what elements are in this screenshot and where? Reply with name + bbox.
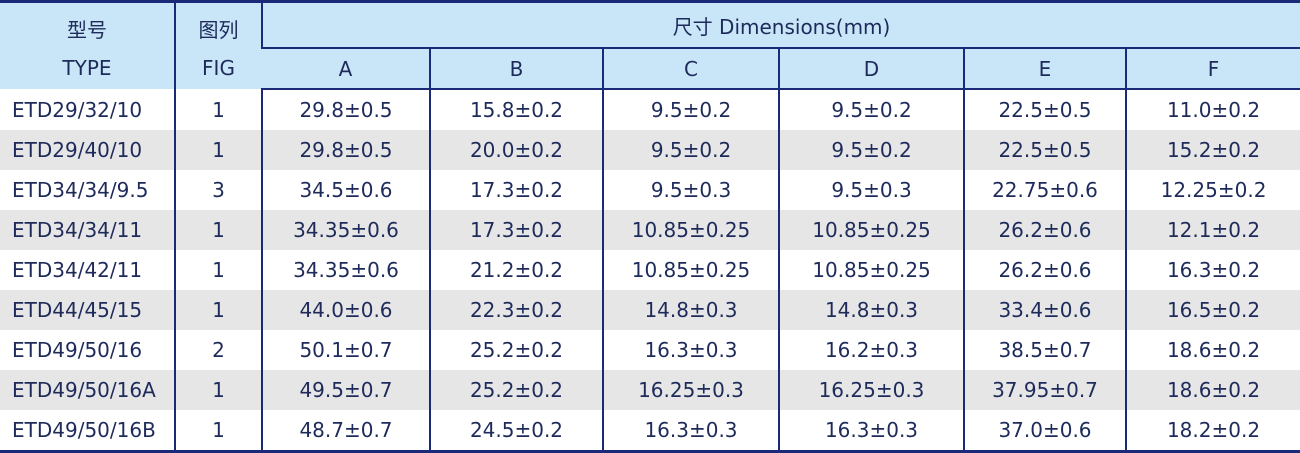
dimension-cell-b: 21.2±0.2 — [429, 250, 603, 290]
dimension-cell-a: 48.7±0.7 — [261, 410, 430, 452]
dimension-cell-e: 26.2±0.6 — [963, 250, 1126, 290]
dimension-cell-b: 15.8±0.2 — [429, 89, 603, 130]
dimension-cell-a: 34.35±0.6 — [261, 210, 430, 250]
table-row: ETD34/42/11 1 34.35±0.6 21.2±0.2 10.85±0.25 1… — [0, 250, 1300, 290]
dimension-cell-c: 14.8±0.3 — [602, 290, 779, 330]
dimension-cell-e: 33.4±0.6 — [963, 290, 1126, 330]
table-row: ETD44/45/15 1 44.0±0.6 22.3±0.2 14.8±0.3 14.8… — [0, 290, 1300, 330]
dimension-cell-e: 38.5±0.7 — [963, 330, 1126, 370]
dimension-cell-a: 29.8±0.5 — [261, 130, 430, 170]
dimension-cell-f: 12.25±0.2 — [1124, 170, 1300, 210]
dimension-cell-f: 15.2±0.2 — [1124, 130, 1300, 170]
dimension-cell-c: 16.25±0.3 — [602, 370, 779, 410]
dimension-cell-e: 22.5±0.5 — [963, 89, 1126, 130]
dimension-cell-f: 16.3±0.2 — [1124, 250, 1300, 290]
dimension-cell-d: 9.5±0.3 — [778, 170, 964, 210]
dimension-cell-a: 49.5±0.7 — [261, 370, 430, 410]
dimension-cell-b: 24.5±0.2 — [429, 410, 603, 452]
fig-cell: 1 — [174, 410, 262, 452]
dimension-cell-b: 20.0±0.2 — [429, 130, 603, 170]
dimension-cell-d: 10.85±0.25 — [778, 210, 964, 250]
table-row: ETD34/34/9.5 3 34.5±0.6 17.3±0.2 9.5±0.3 9.5±… — [0, 170, 1300, 210]
dimension-cell-f: 18.6±0.2 — [1124, 330, 1300, 370]
dimension-cell-e: 26.2±0.6 — [963, 210, 1126, 250]
column-header-e: E — [963, 47, 1126, 90]
dimension-cell-d: 9.5±0.2 — [778, 130, 964, 170]
fig-cell: 1 — [174, 130, 262, 170]
dimension-cell-f: 11.0±0.2 — [1124, 89, 1300, 130]
fig-cell: 1 — [174, 370, 262, 410]
fig-cell: 2 — [174, 330, 262, 370]
dimension-cell-a: 34.5±0.6 — [261, 170, 430, 210]
type-cell: ETD49/50/16A — [0, 370, 175, 410]
type-cell: ETD29/32/10 — [12, 97, 143, 122]
dimension-cell-d: 10.85±0.25 — [778, 250, 964, 290]
dimension-cell-d: 16.3±0.3 — [778, 410, 964, 452]
fig-cell: 1 — [174, 210, 262, 250]
dimension-cell-a: 44.0±0.6 — [261, 290, 430, 330]
column-header-c: C — [602, 47, 779, 90]
dimension-cell-d: 9.5±0.2 — [778, 89, 964, 130]
type-cell: ETD34/34/11 — [0, 210, 175, 250]
dimension-cell-c: 10.85±0.25 — [602, 250, 779, 290]
dimension-cell-b: 17.3±0.2 — [429, 210, 603, 250]
type-cell: ETD49/50/16B — [12, 418, 156, 442]
dimensions-header: 尺寸 Dimensions(mm) — [260, 1, 1300, 49]
dimension-cell-d: 14.8±0.3 — [778, 290, 964, 330]
type-cell: ETD34/34/9.5 — [12, 178, 149, 202]
dimension-cell-f: 18.2±0.2 — [1124, 410, 1300, 452]
type-cell: ETD44/45/15 — [0, 290, 175, 330]
table-row: ETD29/32/10 1 29.8±0.5 15.8±0.2 9.5±0.2 9.5±0… — [0, 89, 1300, 130]
column-header-b: B — [429, 47, 603, 90]
type-cell: ETD29/40/10 — [0, 130, 175, 170]
table-row: ETD34/34/11 1 34.35±0.6 17.3±0.2 10.85±0.25 1… — [0, 210, 1300, 250]
type-header: 型号 TYPE — [0, 1, 175, 89]
dimension-cell-d: 16.2±0.3 — [778, 330, 964, 370]
dimension-cell-b: 25.2±0.2 — [429, 370, 603, 410]
fig-cell: 3 — [174, 170, 262, 210]
dimension-cell-e: 37.0±0.6 — [963, 410, 1126, 452]
dimension-cell-f: 16.5±0.2 — [1124, 290, 1300, 330]
dimension-cell-f: 12.1±0.2 — [1124, 210, 1300, 250]
dimension-cell-b: 25.2±0.2 — [429, 330, 603, 370]
fig-cell: 1 — [174, 250, 262, 290]
table-row: ETD49/50/16 2 50.1±0.7 25.2±0.2 16.3±0.3 16.2… — [0, 330, 1300, 370]
dimension-cell-c: 9.5±0.3 — [602, 170, 779, 210]
table-row: ETD49/50/16A 1 49.5±0.7 25.2±0.2 16.25±0.3 16… — [0, 370, 1300, 410]
dimension-cell-d: 16.25±0.3 — [778, 370, 964, 410]
dimension-cell-b: 22.3±0.2 — [429, 290, 603, 330]
dimension-cell-e: 22.75±0.6 — [963, 170, 1126, 210]
table-row: ETD29/40/10 1 29.8±0.5 20.0±0.2 9.5±0.2 9.5±0… — [0, 130, 1300, 170]
dimension-cell-a: 29.8±0.5 — [261, 89, 430, 130]
fig-header: 图列 FIG — [174, 1, 262, 89]
type-cell: ETD34/42/11 — [12, 258, 143, 282]
column-header-f: F — [1124, 47, 1300, 90]
dimension-cell-a: 34.35±0.6 — [261, 250, 430, 290]
dimension-cell-c: 9.5±0.2 — [602, 89, 779, 130]
dimension-cell-c: 16.3±0.3 — [602, 410, 779, 452]
dimension-cell-c: 9.5±0.2 — [602, 130, 779, 170]
dimension-cell-b: 17.3±0.2 — [429, 170, 603, 210]
column-header-a: A — [262, 47, 430, 90]
dimension-cell-c: 16.3±0.3 — [602, 330, 779, 370]
table-row: ETD49/50/16B 1 48.7±0.7 24.5±0.2 16.3±0.3 16.… — [0, 410, 1300, 452]
column-header-d: D — [778, 47, 964, 90]
fig-cell: 1 — [174, 89, 262, 130]
fig-cell: 1 — [174, 290, 262, 330]
dimension-cell-f: 18.6±0.2 — [1124, 370, 1300, 410]
dimension-cell-e: 22.5±0.5 — [963, 130, 1126, 170]
dimension-cell-c: 10.85±0.25 — [602, 210, 779, 250]
dimension-cell-a: 50.1±0.7 — [261, 330, 430, 370]
dimension-cell-e: 37.95±0.7 — [963, 370, 1126, 410]
type-cell: ETD49/50/16 — [12, 338, 143, 362]
